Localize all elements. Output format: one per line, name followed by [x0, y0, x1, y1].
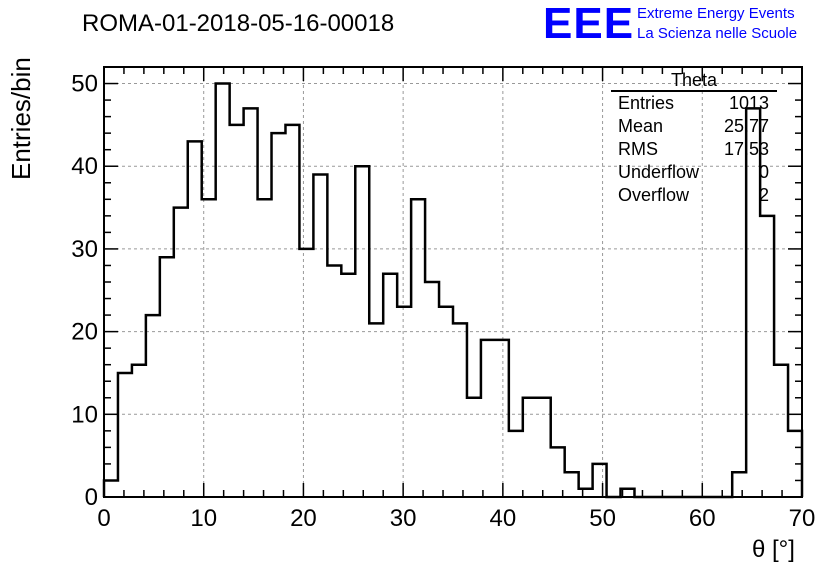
- x-tick-label: 70: [789, 505, 816, 532]
- histogram-bin: [146, 315, 160, 497]
- histogram-bin: [453, 323, 467, 497]
- histogram-bin: [537, 398, 551, 497]
- histogram-bin: [425, 282, 439, 497]
- histogram-bin: [160, 257, 174, 497]
- histogram-bin: [397, 307, 411, 497]
- x-tick-label: 60: [689, 505, 716, 532]
- histogram-bin: [495, 340, 509, 497]
- histogram-bin: [467, 398, 481, 497]
- histogram-bin: [732, 472, 746, 497]
- histogram-bin: [299, 249, 313, 497]
- grid-lines: [104, 67, 802, 497]
- histogram-bin: [509, 431, 523, 497]
- histogram-bin: [774, 365, 788, 497]
- histogram-bin: [593, 464, 607, 497]
- stats-value: 2: [758, 185, 769, 205]
- stats-key: RMS: [618, 139, 658, 159]
- histogram-bin: [132, 365, 146, 497]
- histogram-bin: [481, 340, 495, 497]
- y-tick-label: 20: [71, 319, 98, 346]
- histogram-bin: [258, 199, 272, 497]
- x-tick-label: 30: [390, 505, 417, 532]
- stats-box: Theta Entries 1013 Mean 25.77 RMS 17.53 …: [611, 70, 777, 207]
- stats-row-rms: RMS 17.53: [611, 138, 777, 161]
- histogram-bin: [174, 208, 188, 497]
- y-axis-label: Entries/bin: [6, 57, 36, 180]
- histogram-bin: [565, 472, 579, 497]
- histogram-bin: [383, 274, 397, 497]
- stats-key: Entries: [618, 93, 675, 113]
- histogram-bin: [104, 480, 118, 497]
- histogram-bin: [188, 141, 202, 497]
- stats-key: Underflow: [618, 162, 700, 182]
- y-tick-label: 10: [71, 401, 98, 428]
- eee-logo: EEE: [543, 0, 635, 48]
- stats-key: Overflow: [618, 185, 690, 205]
- stats-value: 1013: [728, 93, 769, 113]
- x-tick-label: 40: [490, 505, 517, 532]
- histogram-bin: [551, 447, 565, 497]
- axis-ticks: [103, 66, 803, 498]
- x-tick-label: 20: [290, 505, 317, 532]
- histogram-bin: [411, 199, 425, 497]
- histogram-bin: [216, 84, 230, 497]
- stats-row-underflow: Underflow 0: [611, 161, 777, 184]
- x-axis-label: θ [°]: [752, 536, 795, 563]
- histogram-bin: [355, 166, 369, 497]
- y-tick-label: 30: [71, 236, 98, 263]
- stats-row-overflow: Overflow 2: [611, 184, 777, 207]
- histogram-bin: [523, 398, 537, 497]
- logo-caption-line2: La Scienza nelle Scuole: [637, 25, 798, 42]
- histogram-bin: [369, 323, 383, 497]
- chart-title: ROMA-01-2018-05-16-00018: [82, 10, 395, 37]
- y-tick-label: 50: [71, 71, 98, 98]
- histogram-bin: [579, 489, 593, 497]
- x-tick-label: 10: [190, 505, 217, 532]
- histogram-bin: [285, 125, 299, 497]
- stats-value: 17.53: [723, 139, 769, 159]
- histogram-bin: [230, 125, 244, 497]
- logo-caption: Extreme Energy Events La Scienza nelle S…: [637, 4, 797, 44]
- histogram-bin: [327, 265, 341, 497]
- histogram-bin: [439, 307, 453, 497]
- stats-value: 25.77: [723, 116, 769, 136]
- x-tick-label: 50: [589, 505, 616, 532]
- histogram-bin: [118, 373, 132, 497]
- stats-key: Mean: [618, 116, 664, 136]
- stats-row-entries: Entries 1013: [611, 92, 777, 115]
- histogram-bin: [313, 175, 327, 498]
- stats-title: Theta: [611, 70, 777, 92]
- histogram-bin: [341, 274, 355, 497]
- histogram-bin: [202, 199, 216, 497]
- logo-caption-line1: Extreme Energy Events: [637, 5, 795, 22]
- y-tick-label: 0: [85, 484, 98, 511]
- y-tick-label: 40: [71, 153, 98, 180]
- histogram-bin: [272, 133, 286, 497]
- stats-value: 0: [758, 162, 769, 182]
- stats-row-mean: Mean 25.77: [611, 115, 777, 138]
- histogram-bin: [244, 108, 258, 497]
- histogram-bin: [760, 216, 774, 497]
- x-tick-label: 0: [97, 505, 110, 532]
